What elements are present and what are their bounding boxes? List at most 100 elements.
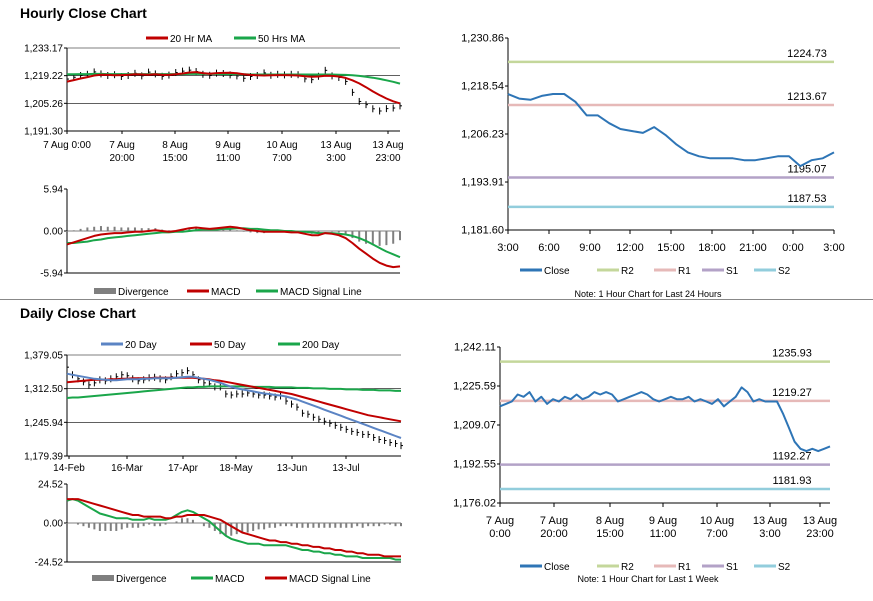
hourly-levels-x-label: 0:00 (782, 242, 803, 254)
hourly-price-x-label: 9 Aug (215, 140, 241, 151)
hourly-price-y-tick-label: 1,205.26 (24, 99, 63, 110)
hourly-levels-legend-s2-label: S2 (778, 266, 791, 277)
legend-hourly-macd-signal-label: MACD Signal Line (280, 287, 362, 298)
legend-daily-macd-label: MACD (215, 574, 244, 585)
daily-levels-y-tick-label: 1,176.02 (453, 498, 496, 510)
hourly-levels-legend-close-label: Close (544, 266, 570, 277)
hourly-price-x-label: 11:00 (216, 153, 241, 164)
hourly-levels-level-r2-label: 1224.73 (787, 48, 827, 60)
daily-200-day-line (66, 385, 401, 399)
hourly-price-x-label: 13 Aug (320, 140, 351, 151)
hourly-levels-legend-r1-label: R1 (678, 266, 691, 277)
hourly-macd-signal-line (67, 227, 401, 259)
hourly-levels-note: Note: 1 Hour Chart for Last 24 Hours (574, 289, 722, 299)
daily-levels-legend-s2-label: S2 (778, 562, 791, 573)
hourly-chart-title: Hourly Close Chart (20, 5, 147, 21)
daily-levels-level-r1-label: 1219.27 (772, 387, 812, 399)
legend-hourly-macd-label: MACD (211, 287, 240, 298)
hourly-price-x-label: 13 Aug (372, 140, 403, 151)
hourly-price-x-label: 8 Aug (162, 140, 188, 151)
daily-levels-x-label: 3:00 (759, 528, 780, 540)
daily-levels-x-label: 8 Aug (596, 515, 624, 527)
daily-levels-legend-r2-label: R2 (621, 562, 634, 573)
legend-hourly-divergence-label: Divergence (118, 287, 169, 298)
hourly-price-x-label: 10 Aug (266, 140, 297, 151)
legend-daily-divergence-label: Divergence (116, 574, 167, 585)
hourly-price-x-label: 15:00 (162, 153, 187, 164)
legend-200-day-label: 200 Day (302, 340, 339, 351)
daily-macd-line (66, 498, 401, 561)
hourly-price-y-tick-label: 1,233.17 (24, 44, 63, 55)
daily-levels-x-label: 0:00 (489, 528, 510, 540)
daily-levels-legend-s1-label: S1 (726, 562, 739, 573)
hourly-levels-x-label: 15:00 (657, 242, 685, 254)
hourly-macd-y-tick-label: -5.94 (40, 269, 63, 280)
hourly-price-y-tick-label: 1,219.22 (24, 71, 63, 82)
daily-macd-signal-line (67, 498, 401, 558)
daily-levels-y-tick-label: 1,192.55 (453, 458, 496, 470)
daily-levels-y-tick-label: 1,225.59 (453, 380, 496, 392)
daily-levels-x-label: 7:00 (706, 528, 727, 540)
hourly-price-x-label: 7 Aug 0:00 (43, 140, 91, 151)
daily-price-y-tick-label: 1,245.94 (24, 418, 63, 429)
hourly-macd-y-tick-label: 5.94 (44, 185, 64, 196)
hourly-levels-y-tick-label: 1,193.91 (461, 177, 504, 189)
daily-levels-x-label: 13 Aug (753, 515, 787, 527)
hourly-levels-legend-s1-label: S1 (726, 266, 739, 277)
section-divider (0, 299, 873, 300)
daily-levels-legend-close-label: Close (544, 562, 570, 573)
legend-50-day-label: 50 Day (214, 340, 246, 351)
daily-levels-close-line (499, 386, 831, 453)
hourly-levels-level-s1-label: 1195.07 (788, 163, 827, 175)
daily-levels-x-label: 13 Aug (803, 515, 837, 527)
hourly-levels-legend-r2-label: R2 (621, 266, 634, 277)
daily-macd-y-tick-label: 0.00 (44, 519, 64, 530)
daily-price-x-label: 16-Mar (111, 463, 143, 474)
daily-levels-note: Note: 1 Hour Chart for Last 1 Week (578, 574, 719, 584)
daily-levels-y-tick-label: 1,209.07 (453, 419, 496, 431)
hourly-macd-line (66, 225, 401, 269)
legend-20-day-label: 20 Day (125, 340, 157, 351)
hourly-macd-y-tick-label: 0.00 (44, 227, 64, 238)
daily-levels-x-label: 7 Aug (486, 515, 514, 527)
hourly-levels-y-tick-label: 1,230.86 (461, 33, 504, 45)
hourly-price-x-label: 7 Aug (109, 140, 135, 151)
hourly-price-x-label: 23:00 (375, 153, 400, 164)
legend-hourly-divergence-swatch (94, 288, 116, 294)
daily-macd-y-tick-label: 24.52 (38, 480, 63, 491)
daily-macd-y-tick-label: -24.52 (35, 558, 64, 569)
daily-price-x-label: 13-Jun (277, 463, 308, 474)
legend-20hr-ma-label: 20 Hr MA (170, 34, 213, 45)
hourly-levels-level-s2-label: 1187.53 (788, 193, 827, 205)
daily-levels-x-label: 15:00 (596, 528, 624, 540)
daily-levels-x-label: 9 Aug (649, 515, 677, 527)
daily-price-x-label: 14-Feb (53, 463, 85, 474)
hourly-levels-y-tick-label: 1,206.23 (461, 129, 504, 141)
daily-levels-x-label: 11:00 (650, 528, 677, 540)
hourly-levels-y-tick-label: 1,218.54 (461, 81, 504, 93)
daily-levels-legend-r1-label: R1 (678, 562, 691, 573)
hourly-levels-x-label: 18:00 (698, 242, 726, 254)
daily-levels-level-s1-label: 1192.27 (773, 451, 812, 463)
daily-levels-x-label: 20:00 (540, 528, 568, 540)
hourly-levels-x-label: 21:00 (739, 242, 767, 254)
daily-levels-x-label: 7 Aug (540, 515, 568, 527)
hourly-levels-x-label: 3:00 (823, 242, 844, 254)
daily-20-day-line (66, 372, 402, 439)
daily-price-y-tick-label: 1,379.05 (24, 351, 63, 362)
daily-levels-level-s2-label: 1181.93 (773, 475, 812, 487)
daily-price-x-label: 18-May (219, 463, 252, 474)
daily-levels-x-label: 23:00 (806, 528, 834, 540)
daily-levels-y-tick-label: 1,242.11 (454, 342, 496, 354)
legend-daily-macd-signal-label: MACD Signal Line (289, 574, 371, 585)
hourly-price-y-tick-label: 1,191.30 (24, 127, 63, 138)
legend-50hr-ma-label: 50 Hrs MA (258, 34, 306, 45)
hourly-levels-close-line (507, 93, 835, 168)
hourly-levels-y-tick-label: 1,181.60 (461, 225, 504, 237)
hourly-price-x-label: 20:00 (109, 153, 134, 164)
hourly-price-x-label: 3:00 (326, 153, 346, 164)
hourly-20hr-ma-line (66, 71, 401, 105)
daily-levels-x-label: 10 Aug (700, 515, 734, 527)
hourly-levels-x-label: 9:00 (579, 242, 600, 254)
hourly-levels-x-label: 6:00 (538, 242, 559, 254)
